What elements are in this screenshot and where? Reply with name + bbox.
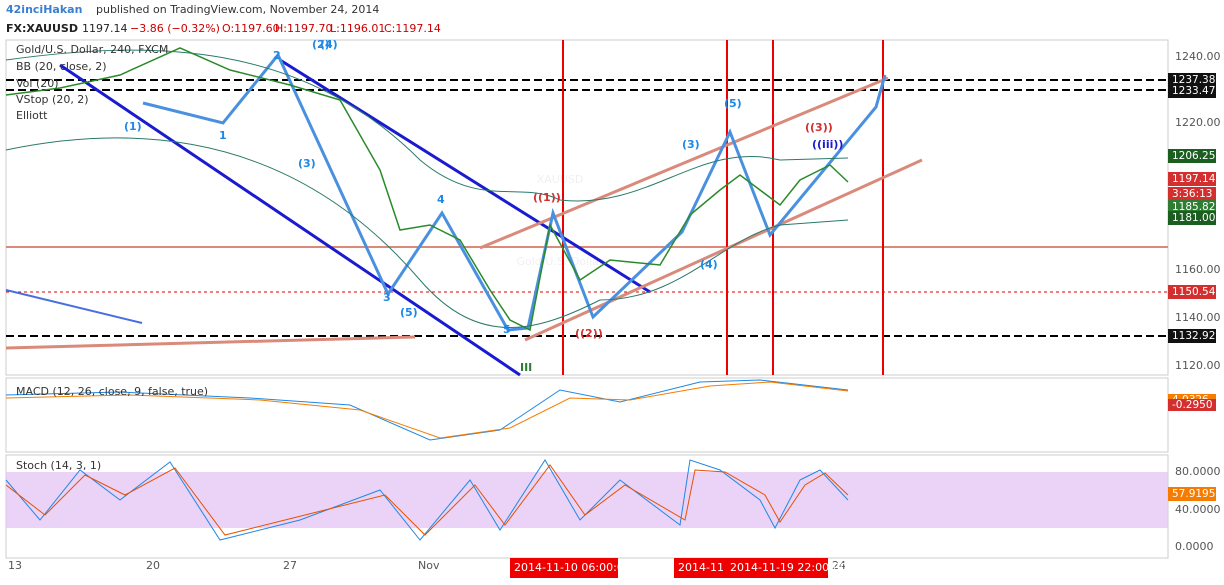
legend-item: Vol (20) xyxy=(16,77,59,90)
macd-tag-label: -0.2950 xyxy=(1172,399,1213,411)
price-tick: 1140.00 xyxy=(1175,311,1221,324)
price-tag xyxy=(1168,172,1216,186)
wave-label: (4) xyxy=(320,38,338,51)
wave-label: (1) xyxy=(124,120,142,133)
price-tag-label: 1233.47 xyxy=(1172,85,1215,97)
time-label: 24 xyxy=(832,559,846,572)
time-label: 27 xyxy=(283,559,297,572)
macd-pane xyxy=(5,377,1169,453)
price-tag-label: 1185.82 xyxy=(1172,201,1215,213)
wave-label: ((3)) xyxy=(805,121,833,134)
price-tick: 1220.00 xyxy=(1175,116,1221,129)
price-tag xyxy=(1168,200,1216,214)
wave-label: 2 xyxy=(273,49,281,62)
verticals xyxy=(562,40,884,375)
low: L:1196.01 xyxy=(330,22,385,35)
stoch-d xyxy=(5,464,849,536)
price-tag xyxy=(1168,285,1216,299)
wave-label: (2) xyxy=(312,38,330,51)
high: H:1197.70 xyxy=(275,22,332,35)
macd-tag xyxy=(1168,399,1216,411)
price-tag-label: 1181.00 xyxy=(1172,212,1215,224)
time-label: Nov xyxy=(418,559,440,572)
price-tag-label: 1132.92 xyxy=(1172,330,1215,342)
change: −3.86 (−0.32%) xyxy=(130,22,220,35)
time-label: 20 xyxy=(146,559,160,572)
price-tag-label: 1150.54 xyxy=(1172,286,1216,298)
wave-label: ((iii)) xyxy=(812,138,843,151)
stoch-tick: 80.0000 xyxy=(1175,465,1221,478)
stoch-band xyxy=(6,472,1168,528)
symbol: FX:XAUUSD xyxy=(6,22,78,35)
price-tag xyxy=(1168,84,1216,98)
legend-item: BB (20, close, 2) xyxy=(16,60,107,73)
stoch-title: Stoch (14, 3, 1) xyxy=(16,459,101,472)
price-tag xyxy=(1168,73,1216,87)
author[interactable]: 42inciHakan xyxy=(6,3,82,16)
price-tag xyxy=(1168,187,1216,201)
levels xyxy=(6,79,1168,337)
time-label: 13 xyxy=(8,559,22,572)
last: 1197.14 xyxy=(82,22,128,35)
price-tag xyxy=(1168,149,1216,163)
published: published on TradingView.com, November 2… xyxy=(96,3,379,16)
stoch-k xyxy=(5,459,849,541)
time-highlight xyxy=(726,558,828,578)
wave-label: (5) xyxy=(724,97,742,110)
time-highlight xyxy=(510,558,618,578)
macd-line xyxy=(5,379,849,441)
time-highlight xyxy=(674,558,726,578)
wave-label: ((2)) xyxy=(575,327,603,340)
wave-label: (4) xyxy=(700,258,718,271)
wave-label: (3) xyxy=(298,157,316,170)
wave-label: 1 xyxy=(219,129,227,142)
price-tag-label: 1237.38 xyxy=(1172,74,1215,86)
wave-label: ((1)) xyxy=(533,191,561,204)
macd-title: MACD (12, 26, close, 9, false, true) xyxy=(16,385,208,398)
macd-signal xyxy=(5,381,849,439)
time-highlight-label: 2014-11-10 06:00:00 xyxy=(514,561,631,574)
price-tag xyxy=(1168,329,1216,343)
watermark-name: Gold/U.S. Dollar xyxy=(516,255,604,268)
wave-label: III xyxy=(520,361,532,374)
price-tick: 1120.00 xyxy=(1175,359,1221,372)
price-tick: 1240.00 xyxy=(1175,50,1221,63)
legend-item: Gold/U.S. Dollar, 240, FXCM xyxy=(16,43,168,56)
wave-label: 3 xyxy=(383,291,391,304)
wave-label: 4 xyxy=(437,193,445,206)
channels xyxy=(5,47,923,377)
stoch-tick: 0.0000 xyxy=(1175,540,1214,553)
open: O:1197.60 xyxy=(222,22,280,35)
wave-label: 5 xyxy=(503,323,511,336)
legend-item: Elliott xyxy=(16,109,48,122)
price-tag xyxy=(1168,211,1216,225)
stoch-tag xyxy=(1168,487,1216,501)
time-highlight-label: 2014-11-19 22:00:00 xyxy=(730,561,847,574)
price-tag-label: 1197.14 xyxy=(1172,173,1216,185)
price-tick: 1160.00 xyxy=(1175,263,1221,276)
stoch-tag-label: 57.9195 xyxy=(1172,488,1215,500)
legend-item: VStop (20, 2) xyxy=(16,93,89,106)
stoch-tick: 40.0000 xyxy=(1175,503,1221,516)
watermark: XAUUSD xyxy=(537,173,584,186)
price-tag-label: 1206.25 xyxy=(1172,150,1215,162)
close: C:1197.14 xyxy=(384,22,441,35)
price-tag-label: 3:36:13 xyxy=(1172,188,1212,200)
time-highlight-label: 2014-11 xyxy=(678,561,724,574)
wave-label: (5) xyxy=(400,306,418,319)
wave-label: (3) xyxy=(682,138,700,151)
